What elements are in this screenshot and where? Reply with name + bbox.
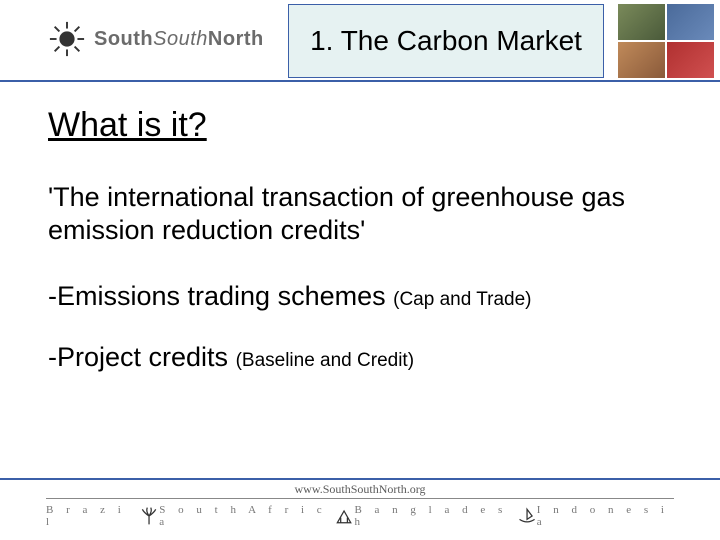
bullet-item-2: -Project credits (Baseline and Credit) (48, 342, 672, 373)
bullet-main: -Project credits (48, 342, 236, 372)
photo-collage (618, 4, 714, 78)
collage-photo (618, 4, 665, 40)
country-label: S o u t h A f r i c a (159, 504, 328, 528)
bullet-sub: (Baseline and Credit) (236, 350, 414, 371)
footer-divider (46, 498, 674, 499)
country-indonesia: I n d o n e s i a (537, 504, 674, 528)
country-label: B r a z i l (46, 504, 133, 528)
slide-title: 1. The Carbon Market (310, 25, 582, 57)
definition-text: 'The international transaction of greenh… (48, 181, 672, 247)
collage-photo (667, 4, 714, 40)
logo-word-south2: South (153, 28, 208, 50)
slide-header: SouthSouthNorth 1. The Carbon Market (0, 0, 720, 82)
footer-url: www.SouthSouthNorth.org (0, 482, 720, 497)
content-heading: What is it? (48, 106, 672, 145)
logo-word-south1: South (94, 28, 153, 50)
country-brazil: B r a z i l (46, 504, 159, 528)
bullet-main: -Emissions trading schemes (48, 281, 393, 311)
collage-photo (618, 42, 665, 78)
logo: SouthSouthNorth (48, 20, 264, 58)
country-bangladesh: B a n g l a d e s h (354, 504, 536, 528)
logo-word-north: North (208, 28, 264, 50)
bullet-item-1: -Emissions trading schemes (Cap and Trad… (48, 281, 672, 312)
slide-title-box: 1. The Carbon Market (288, 4, 604, 78)
country-label: B a n g l a d e s h (354, 504, 510, 528)
country-south-africa: S o u t h A f r i c a (159, 504, 354, 528)
collage-photo (667, 42, 714, 78)
boat-icon (517, 505, 537, 527)
country-label: I n d o n e s i a (537, 504, 674, 528)
sun-icon (48, 20, 86, 58)
slide-footer: www.SouthSouthNorth.org B r a z i l S o … (0, 478, 720, 540)
logo-text: SouthSouthNorth (94, 28, 264, 51)
footer-countries: B r a z i l S o u t h A f r i c a B a n … (46, 504, 674, 528)
slide-content: What is it? 'The international transacti… (0, 82, 720, 373)
hut-icon (334, 505, 354, 527)
bullet-sub: (Cap and Trade) (393, 289, 531, 310)
palm-icon (139, 505, 159, 527)
